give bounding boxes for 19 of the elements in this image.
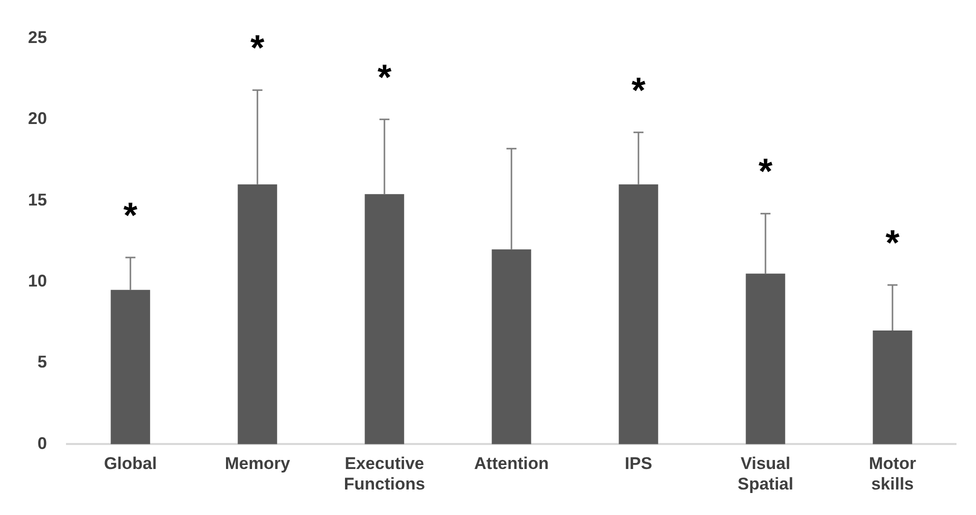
x-tick-label: Visual Spatial [738,454,794,494]
annotation: * [885,222,900,263]
y-tick-label: 15 [28,190,47,210]
y-tick-label: 25 [28,28,47,47]
x-tick-label: Motor skills [868,454,916,494]
y-tick-label: 0 [37,434,47,453]
x-tick-label: Executive Functions [344,454,426,494]
x-tick-label: Attention [474,454,549,474]
annotation: * [631,69,646,110]
x-tick-label: IPS [624,454,652,474]
annotation: * [250,27,264,68]
annotation: * [123,194,138,236]
x-tick-label: Global [104,454,157,474]
y-tick-label: 20 [28,109,47,128]
annotation: * [758,150,772,192]
annotation: * [377,56,392,98]
x-tick-label: Memory [224,454,291,474]
y-tick-label: 10 [28,271,47,290]
y-tick-label: 5 [37,352,47,372]
